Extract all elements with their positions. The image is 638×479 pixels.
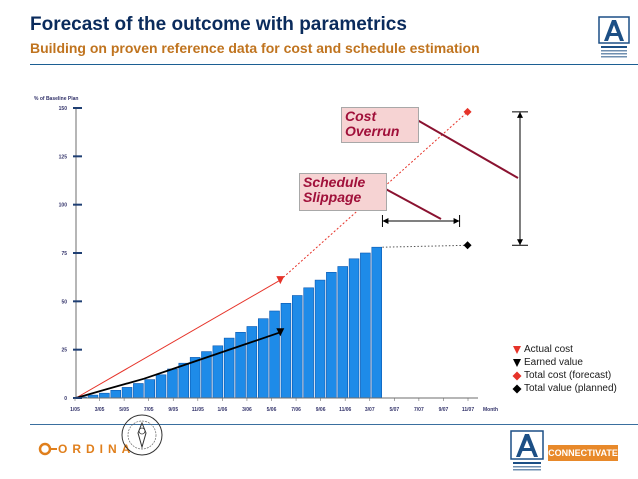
cost-overrun-callout: Cost Overrun xyxy=(341,107,419,143)
ordina-mark-icon xyxy=(38,442,57,456)
y-tick-label: 50 xyxy=(61,299,67,305)
legend-item-total-value: Total value (planned) xyxy=(512,382,617,395)
cost-overrun-pointer xyxy=(411,116,519,179)
legend-item-total-cost: Total cost (forecast) xyxy=(512,369,617,382)
slide-subtitle: Building on proven reference data for co… xyxy=(30,40,480,56)
chart-legend: Actual cost Earned value Total cost (for… xyxy=(512,343,617,395)
x-tick-label: 3/07 xyxy=(365,407,375,413)
legend-label-total-cost: Total cost (forecast) xyxy=(524,370,612,381)
chart-bar xyxy=(291,295,303,399)
y-tick-label: 75 xyxy=(61,251,67,257)
legend-label-actual-cost: Actual cost xyxy=(524,344,573,355)
chart-bar xyxy=(269,310,280,399)
chart-bar xyxy=(246,326,258,399)
chart-bar xyxy=(235,331,246,399)
chart-bar xyxy=(223,337,235,399)
x-tick-label: 11/07 xyxy=(462,407,474,413)
chart-bar xyxy=(314,279,326,399)
x-tick-label: 3/05 xyxy=(95,407,105,413)
x-tick-label: 11/05 xyxy=(192,407,204,413)
black-triangle-icon xyxy=(513,358,521,367)
x-axis-title: Month xyxy=(483,407,498,413)
footer-divider xyxy=(30,424,638,425)
series-line xyxy=(75,279,281,399)
chart-marker-diamond xyxy=(463,241,472,250)
chart-bar xyxy=(348,258,360,399)
x-tick-label: 1/06 xyxy=(218,407,228,413)
chart-bar xyxy=(167,368,178,399)
x-tick-label: 7/06 xyxy=(291,407,301,413)
connectivate-logo: CONNECTIVATE xyxy=(548,445,618,461)
arrowhead xyxy=(517,111,523,118)
cost-overrun-label-line2: Overrun xyxy=(345,123,400,139)
header-divider xyxy=(30,64,638,65)
arrowhead xyxy=(382,218,389,224)
chart-bar xyxy=(371,246,382,399)
association-logo-footer xyxy=(510,430,544,471)
legend-label-earned-value: Earned value xyxy=(524,357,583,368)
slide-title: Forecast of the outcome with parametrics xyxy=(30,14,407,35)
chart-bar xyxy=(360,252,371,399)
legend-label-total-value: Total value (planned) xyxy=(524,383,617,394)
x-tick-label: 5/06 xyxy=(267,407,277,413)
x-tick-label: 7/05 xyxy=(144,407,154,413)
cost-overrun-label-line1: Cost xyxy=(345,108,377,124)
x-tick-label: 9/06 xyxy=(316,407,326,413)
series-line xyxy=(75,331,281,399)
arrowhead xyxy=(453,218,460,224)
y-tick-label: 150 xyxy=(59,106,68,112)
x-tick-label: 3/06 xyxy=(242,407,252,413)
chart-marker-triangle xyxy=(276,328,285,337)
chart-bar xyxy=(257,318,269,399)
seal-logo xyxy=(121,414,163,456)
red-triangle-icon xyxy=(513,345,521,354)
chart-marker-triangle xyxy=(276,276,285,285)
arrowhead xyxy=(517,239,523,246)
legend-item-earned-value: Earned value xyxy=(512,356,617,369)
x-tick-label: 7/07 xyxy=(414,407,424,413)
schedule-slippage-callout: Schedule Slippage xyxy=(299,173,387,211)
x-tick-label: 1/05 xyxy=(70,407,80,413)
black-diamond-icon xyxy=(512,384,522,393)
y-axis-title: % of Baseline Plan xyxy=(34,96,78,102)
x-tick-label: 9/07 xyxy=(439,407,449,413)
schedule-slippage-label-line1: Schedule xyxy=(303,174,366,190)
y-tick-label: 25 xyxy=(61,348,67,354)
chart-bar xyxy=(110,389,122,399)
series-line xyxy=(382,244,468,248)
chart-bar xyxy=(178,362,190,399)
y-tick-label: 0 xyxy=(64,396,67,402)
y-tick-label: 125 xyxy=(59,154,68,160)
legend-item-actual-cost: Actual cost xyxy=(512,343,617,356)
chart-bar xyxy=(121,387,133,399)
x-tick-label: 9/05 xyxy=(168,407,178,413)
chart-bar xyxy=(189,357,201,399)
chart-bar xyxy=(144,379,156,399)
ordina-wordmark: ORDINA xyxy=(58,442,136,456)
chart-bar xyxy=(280,302,292,399)
chart-bar xyxy=(337,266,348,399)
schedule-slippage-label-line2: Slippage xyxy=(303,189,362,205)
chart-bar xyxy=(99,392,110,399)
chart-bar xyxy=(303,287,314,399)
x-tick-label: 5/05 xyxy=(119,407,129,413)
chart-marker-diamond xyxy=(463,107,472,116)
x-tick-label: 5/07 xyxy=(389,407,399,413)
schedule-slippage-pointer xyxy=(379,185,442,220)
x-tick-label: 11/06 xyxy=(339,407,351,413)
chart-bar xyxy=(133,383,144,399)
chart-bar xyxy=(155,374,167,399)
y-tick-label: 100 xyxy=(59,203,68,209)
chart-bar xyxy=(326,271,337,399)
association-logo xyxy=(598,16,630,58)
red-diamond-icon xyxy=(512,371,522,380)
